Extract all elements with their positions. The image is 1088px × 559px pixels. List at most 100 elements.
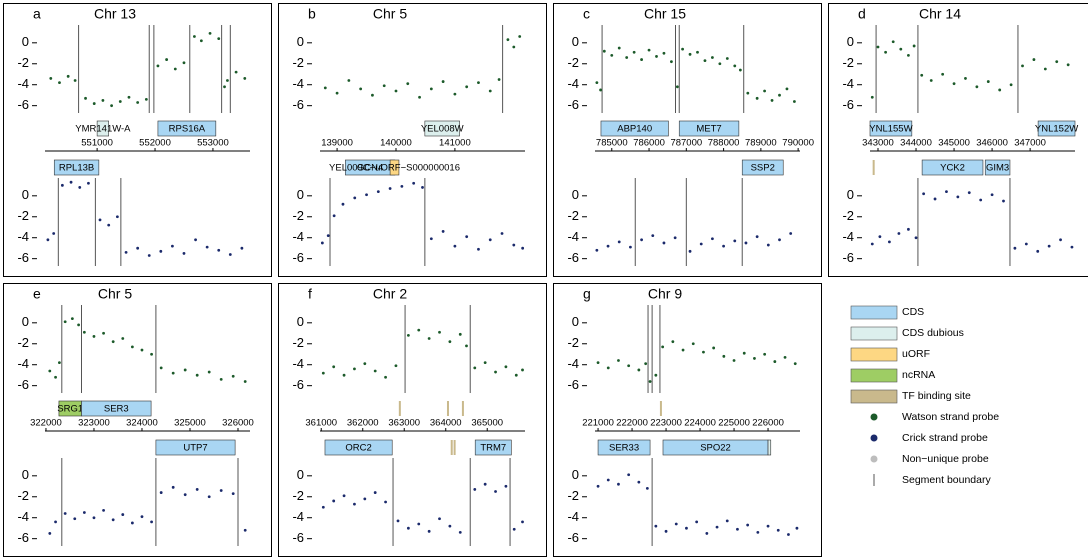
crick-probe	[733, 239, 737, 243]
x-tick-label: 343000	[862, 138, 894, 149]
watson-probe	[732, 359, 736, 362]
panel-label: c	[583, 6, 590, 22]
x-tick-label: 322000	[30, 418, 62, 429]
watson-probe	[596, 361, 600, 365]
watson-probe	[54, 375, 57, 379]
crick-probe	[640, 238, 643, 242]
crick-probe	[922, 192, 926, 196]
panel-frame	[553, 283, 822, 557]
watson-probe	[92, 335, 96, 338]
legend-swatch	[850, 305, 898, 320]
y-tick-label: -6	[17, 377, 29, 392]
crick-probe	[240, 246, 244, 250]
y-tick-label: -6	[567, 97, 579, 112]
feature	[446, 401, 449, 416]
watson-probe	[785, 87, 789, 91]
feature	[450, 440, 453, 455]
crick-probe	[711, 237, 714, 241]
crick-probe	[427, 529, 431, 533]
feature-label: SER3	[104, 404, 129, 415]
panel-title: Chr 5	[373, 6, 407, 22]
y-tick-label: -4	[17, 76, 29, 91]
y-tick-label: -6	[292, 530, 304, 545]
y-tick-label: -6	[842, 250, 854, 265]
watson-probe	[483, 361, 487, 365]
watson-probe	[111, 340, 115, 344]
crick-probe	[629, 245, 632, 249]
crick-probe	[1024, 242, 1028, 246]
crick-probe	[1047, 244, 1051, 248]
watson-probe	[733, 64, 737, 68]
crick-probe	[685, 526, 688, 530]
watson-probe	[1055, 60, 1059, 64]
x-tick-label: 141000	[439, 138, 471, 149]
feature	[872, 160, 875, 175]
watson-probe	[891, 40, 895, 44]
crick-probe	[596, 484, 600, 488]
crick-probe	[73, 517, 77, 521]
crick-probe	[417, 522, 421, 526]
x-tick-label: 324000	[126, 418, 158, 429]
x-tick-label: 551000	[81, 138, 113, 149]
watson-probe	[644, 362, 648, 366]
crick-probe	[878, 235, 882, 239]
watson-probe	[406, 82, 410, 86]
watson-probe	[82, 330, 86, 334]
watson-probe	[159, 366, 163, 370]
crick-probe	[363, 497, 367, 501]
y-tick-label: -4	[292, 76, 304, 91]
crick-probe	[664, 529, 668, 533]
crick-probe	[766, 524, 770, 528]
y-tick-label: -6	[17, 97, 29, 112]
y-tick-label: -6	[292, 377, 304, 392]
y-tick-label: -4	[292, 356, 304, 371]
feature	[424, 120, 460, 137]
watson-probe	[661, 345, 665, 349]
feature-label: MET7	[696, 124, 721, 135]
watson-probe	[521, 368, 524, 372]
crick-probe	[52, 232, 56, 235]
watson-probe	[912, 44, 916, 48]
watson-probe	[640, 58, 643, 61]
x-tick-label: 785000	[596, 138, 628, 149]
feature	[1037, 120, 1076, 137]
y-tick-label: 0	[297, 314, 304, 329]
watson-probe	[458, 332, 462, 336]
feature-label: YNL152W	[1035, 124, 1078, 135]
crick-probe	[98, 218, 102, 222]
watson-probe	[696, 50, 699, 54]
x-tick-label: 325000	[174, 418, 206, 429]
feature-label: YCK2	[940, 163, 965, 174]
watson-probe	[778, 93, 781, 97]
panel-label: f	[308, 286, 312, 302]
watson-probe	[610, 53, 614, 57]
watson-probe	[58, 361, 61, 365]
crick-probe	[778, 238, 781, 242]
legend-swatch	[870, 413, 878, 421]
feature	[96, 120, 110, 137]
watson-probe	[48, 369, 52, 373]
watson-probe	[429, 87, 433, 91]
feature	[767, 439, 772, 456]
x-tick-label: 223000	[650, 418, 682, 429]
watson-probe	[101, 99, 105, 102]
y-tick-label: -4	[567, 76, 579, 91]
watson-probe	[599, 88, 602, 92]
crick-probe	[651, 234, 655, 238]
watson-probe	[473, 366, 477, 370]
watson-probe	[998, 88, 1002, 92]
y-tick-label: 0	[572, 467, 579, 482]
crick-probe	[606, 244, 610, 248]
y-tick-label: -2	[292, 55, 304, 70]
watson-probe	[595, 81, 599, 85]
panel-label: a	[33, 6, 41, 22]
crick-probe	[662, 241, 666, 245]
panel-label: b	[308, 6, 316, 22]
watson-probe	[173, 67, 177, 71]
watson-probe	[70, 317, 74, 321]
y-tick-label: -2	[17, 335, 29, 350]
panel-frame	[3, 3, 272, 277]
watson-probe	[671, 340, 675, 344]
watson-probe	[465, 344, 468, 348]
watson-probe	[234, 70, 238, 74]
